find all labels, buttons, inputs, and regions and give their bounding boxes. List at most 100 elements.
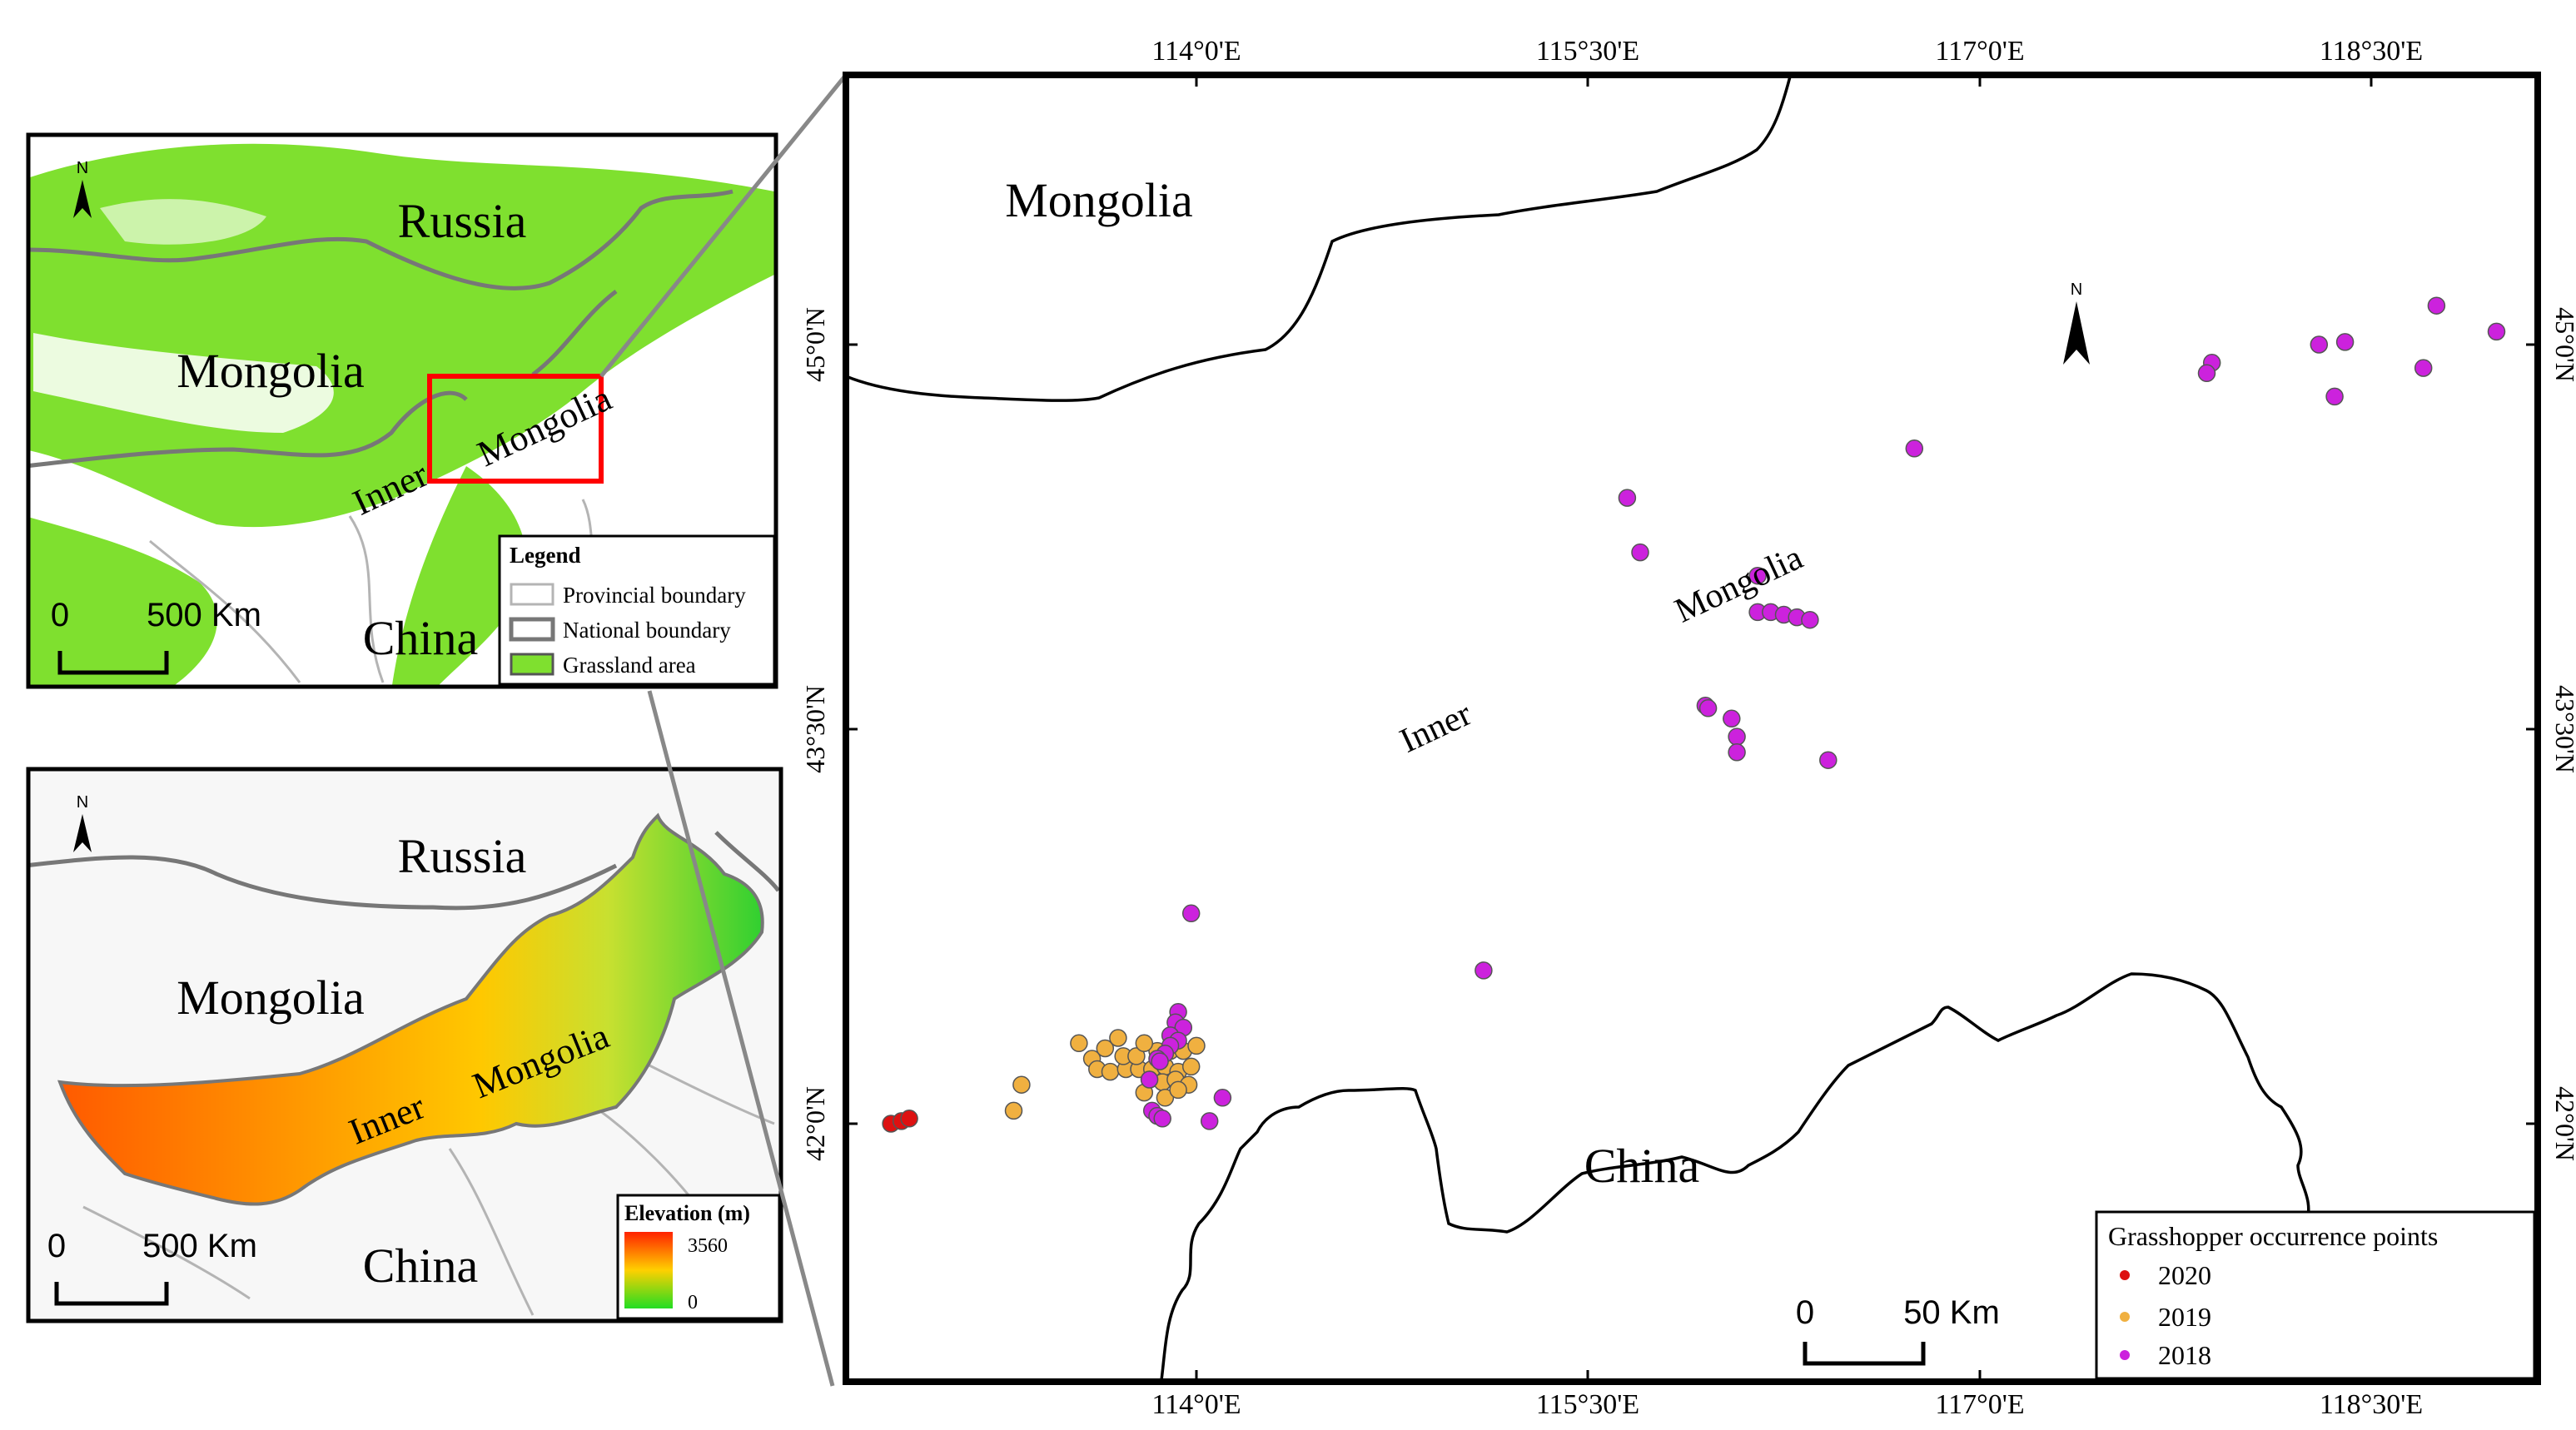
tick-label-bottom: 115°30'E	[1536, 1389, 1639, 1420]
point-2018	[1151, 1052, 1169, 1070]
north-arrow-icon	[73, 814, 92, 852]
study-area-box	[427, 374, 604, 484]
top-tick-labels: 114°0'E 115°30'E 117°0'E 118°30'E	[1151, 36, 2423, 67]
point-2018	[2310, 335, 2329, 354]
legend-marker-2020	[2120, 1270, 2130, 1280]
point-2019	[1135, 1034, 1154, 1053]
point-2018	[1618, 489, 1637, 507]
north-label: N	[2071, 281, 2082, 299]
legend-item-grassland: Grassland area	[563, 653, 696, 678]
tick-label-bottom: 117°0'E	[1935, 1389, 2024, 1420]
scale-bar-main: 0 50 Km	[1796, 1294, 2000, 1366]
legend-item-provincial: Provincial boundary	[563, 583, 746, 608]
point-2018	[2325, 387, 2344, 406]
legend-item-2020: 2020	[2158, 1260, 2211, 1290]
legend-item-2019: 2019	[2158, 1302, 2211, 1332]
point-2018	[1213, 1089, 1232, 1107]
legend-item-2018: 2018	[2158, 1340, 2211, 1370]
north-arrow-bottom: N	[73, 793, 92, 852]
point-2018	[2414, 359, 2433, 377]
bottom-tick-labels: 114°0'E 115°30'E 117°0'E 118°30'E	[1151, 1389, 2423, 1420]
country-label-russia: Russia	[398, 829, 527, 883]
scale-zero: 0	[47, 1228, 66, 1264]
north-arrow-icon	[73, 180, 92, 218]
legend-item-national: National boundary	[563, 618, 731, 643]
north-arrow-main: N	[2063, 281, 2090, 365]
point-2018	[1728, 727, 1746, 746]
tick-label-left: 42°0'N	[800, 1086, 830, 1161]
mongolia-border	[846, 76, 1792, 402]
elevation-ramp	[624, 1232, 673, 1308]
main-map: Mongolia China Inner Mongolia N 0 50 Km …	[800, 36, 2576, 1420]
point-2019	[1127, 1047, 1146, 1065]
tick-label-right: 43°30'N	[2550, 685, 2576, 773]
point-2019	[1101, 1062, 1120, 1081]
north-label: N	[77, 793, 88, 812]
tick-label-top: 117°0'E	[1935, 36, 2024, 67]
point-2019	[1096, 1039, 1115, 1058]
legend-elevation: Elevation (m) 3560 0	[616, 1194, 781, 1320]
legend-title: Legend	[510, 543, 581, 568]
point-2018	[1723, 709, 1741, 728]
main-boundaries	[846, 76, 2538, 1381]
zoom-connectors	[599, 73, 848, 1387]
country-label-china: China	[363, 1239, 479, 1293]
point-2019	[1169, 1080, 1187, 1100]
point-2018	[1801, 610, 1819, 629]
scale-value: 500 Km	[142, 1228, 257, 1264]
legend-occurrence: Grasshopper occurrence points 2020 2019 …	[2095, 1210, 2536, 1380]
tick-label-top: 115°30'E	[1536, 36, 1639, 67]
point-2019	[1187, 1036, 1206, 1055]
country-label-china: China	[363, 611, 479, 665]
north-arrow: N	[73, 159, 92, 218]
grassland-layer	[28, 143, 774, 687]
scale-zero: 0	[51, 597, 69, 633]
point-2019	[1181, 1057, 1201, 1076]
point-2018	[2427, 296, 2446, 315]
point-2018	[1631, 543, 1649, 562]
tick-label-right: 45°0'N	[2550, 307, 2576, 382]
country-label-mongolia: Mongolia	[177, 344, 365, 398]
point-2018	[1153, 1110, 1171, 1128]
point-2018	[1140, 1070, 1159, 1089]
legend-title: Grasshopper occurrence points	[2108, 1221, 2438, 1251]
point-2018	[2487, 322, 2506, 341]
scale-bar: 0 500 Km	[51, 597, 261, 675]
scale-zero: 0	[1796, 1294, 1814, 1331]
left-tick-labels: 45°0'N 43°30'N 42°0'N	[800, 307, 830, 1161]
legend-min: 0	[688, 1292, 698, 1313]
point-2018	[1819, 751, 1838, 769]
occurrence-points	[882, 296, 2506, 1133]
point-2019	[1109, 1029, 1127, 1047]
country-label-china: China	[1584, 1139, 1700, 1193]
china-border	[1160, 972, 2538, 1381]
point-2018	[1905, 439, 1924, 458]
north-arrow-icon	[2063, 301, 2090, 365]
inset-elevation: N Russia Mongolia China Inner Mongolia 0…	[26, 767, 783, 1323]
point-2019	[1156, 1089, 1175, 1107]
point-2018	[1748, 566, 1767, 585]
point-2020	[900, 1110, 918, 1128]
point-2018	[2335, 333, 2355, 351]
point-2018	[1728, 743, 1746, 762]
point-2019	[1012, 1075, 1031, 1094]
country-label-mongolia: Mongolia	[177, 971, 365, 1025]
tick-label-top: 118°30'E	[2320, 36, 2423, 67]
right-tick-labels: 45°0'N 43°30'N 42°0'N	[2550, 307, 2576, 1161]
scale-value: 500 Km	[147, 597, 261, 633]
tick-label-bottom: 118°30'E	[2320, 1389, 2423, 1420]
point-2019	[1070, 1034, 1088, 1053]
inset-grassland: N Russia Mongolia China Inner Mongolia 0…	[26, 132, 778, 689]
tick-label-left: 45°0'N	[800, 307, 830, 382]
point-2018	[1474, 961, 1493, 980]
point-2018	[1698, 699, 1718, 717]
legend-grassland: Legend Provincial boundary National boun…	[498, 534, 776, 686]
inner-mongolia-elevation	[57, 812, 764, 1206]
legend-marker-2018	[2120, 1350, 2130, 1360]
country-label-mongolia: Mongolia	[1005, 173, 1193, 227]
legend-max: 3560	[688, 1235, 728, 1257]
scale-bar-bottom: 0 500 Km	[47, 1228, 257, 1306]
tick-label-bottom: 114°0'E	[1151, 1389, 1241, 1420]
point-2018	[2197, 364, 2216, 383]
